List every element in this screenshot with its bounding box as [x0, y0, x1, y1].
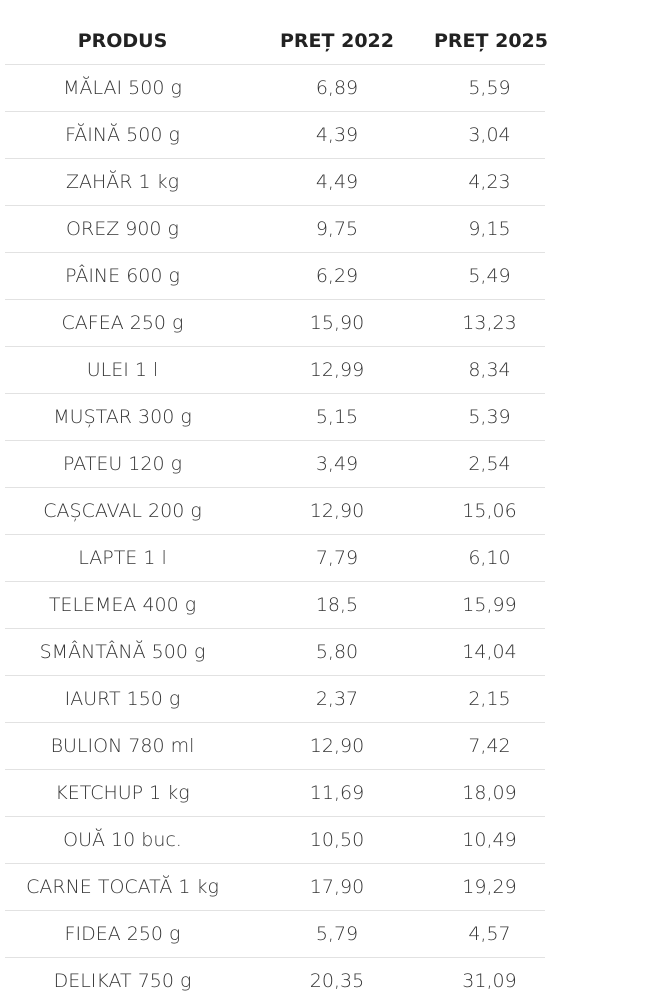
price-cell: 4,57: [434, 911, 545, 958]
price-cell: 5,59: [434, 65, 545, 112]
column-header: PREȚ 2022: [240, 17, 434, 65]
product-cell: OUĂ 10 buc.: [5, 817, 240, 864]
price-cell: 7,42: [434, 723, 545, 770]
product-cell: PATEU 120 g: [5, 441, 240, 488]
product-cell: CAFEA 250 g: [5, 300, 240, 347]
column-header: PREȚ 2025: [434, 17, 545, 65]
price-cell: 5,49: [434, 253, 545, 300]
price-cell: 12,99: [240, 347, 434, 394]
price-cell: 8,34: [434, 347, 545, 394]
product-cell: ULEI 1 l: [5, 347, 240, 394]
price-cell: 2,54: [434, 441, 545, 488]
price-cell: 9,75: [240, 206, 434, 253]
product-cell: PÂINE 600 g: [5, 253, 240, 300]
product-cell: CARNE TOCATĂ 1 kg: [5, 864, 240, 911]
price-cell: 17,90: [240, 864, 434, 911]
price-cell: 15,06: [434, 488, 545, 535]
price-cell: 5,15: [240, 394, 434, 441]
price-cell: 5,79: [240, 911, 434, 958]
price-cell: 2,15: [434, 676, 545, 723]
price-cell: 11,69: [240, 770, 434, 817]
price-cell: 20,35: [240, 958, 434, 1004]
product-cell: LAPTE 1 l: [5, 535, 240, 582]
product-cell: CAȘCAVAL 200 g: [5, 488, 240, 535]
price-cell: 14,04: [434, 629, 545, 676]
product-cell: SMÂNTÂNĂ 500 g: [5, 629, 240, 676]
price-cell: 9,15: [434, 206, 545, 253]
product-cell: ZAHĂR 1 kg: [5, 159, 240, 206]
price-cell: 5,80: [240, 629, 434, 676]
price-cell: 3,04: [434, 112, 545, 159]
product-cell: BULION 780 ml: [5, 723, 240, 770]
price-cell: 15,90: [240, 300, 434, 347]
product-cell: OREZ 900 g: [5, 206, 240, 253]
price-cell: 4,49: [240, 159, 434, 206]
price-cell: 6,10: [434, 535, 545, 582]
price-cell: 18,09: [434, 770, 545, 817]
price-cell: 6,29: [240, 253, 434, 300]
price-cell: 4,23: [434, 159, 545, 206]
price-cell: 19,29: [434, 864, 545, 911]
price-cell: 13,23: [434, 300, 545, 347]
product-cell: KETCHUP 1 kg: [5, 770, 240, 817]
product-cell: MUȘTAR 300 g: [5, 394, 240, 441]
price-cell: 2,37: [240, 676, 434, 723]
column-header: PRODUS: [5, 17, 240, 65]
product-cell: IAURT 150 g: [5, 676, 240, 723]
product-cell: DELIKAT 750 g: [5, 958, 240, 1004]
product-cell: FIDEA 250 g: [5, 911, 240, 958]
price-cell: 6,89: [240, 65, 434, 112]
price-cell: 18,5: [240, 582, 434, 629]
product-cell: MĂLAI 500 g: [5, 65, 240, 112]
price-cell: 3,49: [240, 441, 434, 488]
price-cell: 12,90: [240, 723, 434, 770]
price-cell: 10,50: [240, 817, 434, 864]
price-cell: 12,90: [240, 488, 434, 535]
price-cell: 15,99: [434, 582, 545, 629]
price-cell: 5,39: [434, 394, 545, 441]
product-cell: FĂINĂ 500 g: [5, 112, 240, 159]
price-cell: 10,49: [434, 817, 545, 864]
price-cell: 31,09: [434, 958, 545, 1004]
product-cell: TELEMEA 400 g: [5, 582, 240, 629]
price-cell: 7,79: [240, 535, 434, 582]
price-cell: 4,39: [240, 112, 434, 159]
